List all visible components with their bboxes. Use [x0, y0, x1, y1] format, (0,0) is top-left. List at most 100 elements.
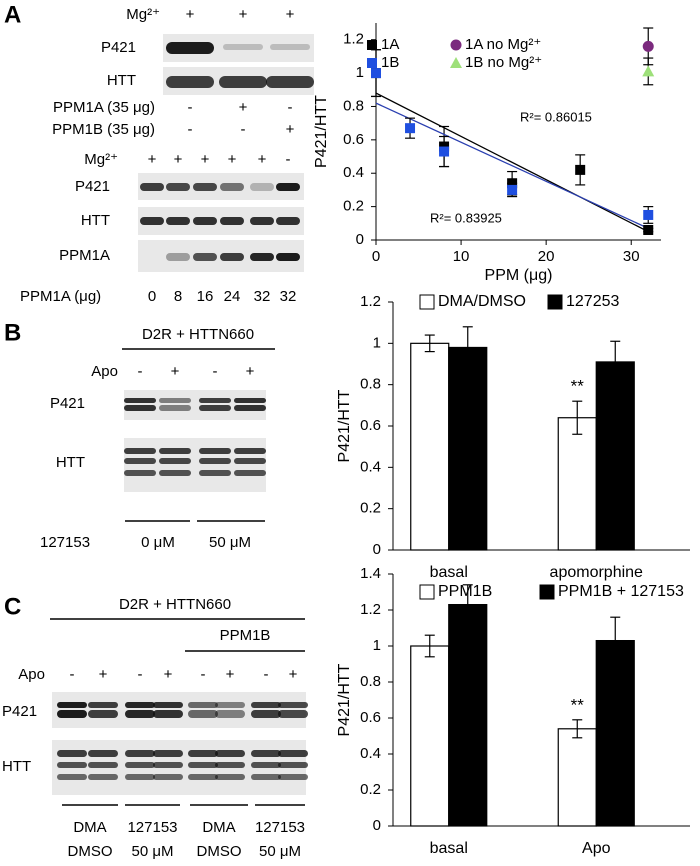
label: PPM1B — [220, 627, 271, 644]
blot-band — [234, 405, 266, 411]
label: 24 — [224, 288, 241, 305]
blot-band — [276, 253, 300, 261]
blot-band — [276, 183, 300, 191]
point — [371, 68, 381, 79]
label: - — [201, 666, 206, 683]
blot-band — [199, 398, 231, 403]
y-tick-label: 0.8 — [360, 376, 381, 393]
legend-label: PPM1B — [438, 583, 492, 600]
blot-band — [193, 217, 217, 225]
label: DMA — [202, 819, 235, 836]
legend-label: 1A — [381, 36, 399, 53]
y-tick-label: 0.4 — [343, 164, 364, 181]
blot-band — [125, 710, 155, 718]
y-tick-label: 0.4 — [360, 458, 381, 475]
y-tick-label: 0.4 — [360, 745, 381, 762]
blot-band — [188, 774, 218, 780]
point — [642, 40, 654, 52]
blot-band — [199, 448, 231, 454]
blot-band — [215, 750, 245, 757]
blot-band — [153, 702, 183, 708]
label: 127153 — [127, 819, 177, 836]
legend-swatch — [539, 584, 555, 600]
y-tick-label: 1 — [373, 334, 381, 351]
blot-band — [234, 398, 266, 403]
label: P421 — [2, 703, 37, 720]
legend-label: PPM1B + 127153 — [558, 583, 684, 600]
blot-band — [140, 183, 164, 191]
label: HTT — [107, 72, 136, 89]
label: DMSO — [68, 843, 113, 860]
blot-band — [278, 750, 308, 757]
blot-band — [88, 750, 118, 757]
blot-band — [88, 702, 118, 708]
blot-band — [234, 470, 266, 476]
blot-band — [88, 774, 118, 780]
label: - — [213, 363, 218, 380]
blot-band — [57, 774, 87, 780]
bar — [595, 361, 635, 551]
blot-band — [88, 762, 118, 768]
label: - — [286, 151, 291, 168]
blot-band — [124, 448, 156, 454]
bar — [448, 603, 488, 827]
label: 50 μM — [259, 843, 301, 860]
label: 32 — [254, 288, 271, 305]
label: + — [201, 151, 210, 168]
blot-band — [159, 470, 191, 476]
y-tick-label: 1.2 — [360, 601, 381, 618]
label: 16 — [197, 288, 214, 305]
y-tick-label: 0.6 — [360, 709, 381, 726]
label: - — [188, 121, 193, 138]
label: - — [264, 666, 269, 683]
point — [642, 65, 655, 77]
fit-label: R²= 0.83925 — [430, 210, 502, 225]
label: - — [188, 99, 193, 116]
label: Mg²⁺ — [84, 151, 118, 168]
label: HTT — [56, 454, 85, 471]
y-tick-label: 1.2 — [343, 31, 364, 48]
label: + — [246, 363, 255, 380]
y-tick-label: 1 — [356, 64, 364, 81]
label: + — [164, 666, 173, 683]
label: + — [226, 666, 235, 683]
blot-band — [124, 398, 156, 403]
y-tick-label: 0 — [356, 231, 364, 248]
label: PPM1A (35 μg) — [53, 99, 155, 116]
x-tick-label: Apo — [582, 840, 611, 857]
label: + — [99, 666, 108, 683]
legend-label: 127253 — [566, 293, 619, 310]
blot-band — [125, 774, 155, 780]
y-tick-label: 1.2 — [360, 293, 381, 310]
bar — [557, 728, 597, 827]
y-axis-label: P421/HTT — [313, 95, 330, 168]
blot-band — [166, 183, 190, 191]
blot-band — [166, 42, 214, 54]
blot-band — [215, 710, 245, 718]
blot-band — [234, 448, 266, 454]
blot-band — [88, 710, 118, 718]
blot-band — [188, 750, 218, 757]
blot-band — [250, 217, 274, 225]
blot-band — [251, 750, 281, 757]
y-tick-label: 1 — [373, 637, 381, 654]
label: + — [239, 99, 248, 116]
blot-band — [166, 217, 190, 225]
blot-band — [153, 750, 183, 757]
label: + — [258, 151, 267, 168]
fit-line — [375, 102, 649, 229]
y-tick-label: 0 — [373, 541, 381, 558]
y-tick-label: 0.2 — [343, 198, 364, 215]
blot-band — [250, 253, 274, 261]
blot-band — [278, 774, 308, 780]
blot-band — [166, 76, 214, 88]
label: + — [148, 151, 157, 168]
blot-band — [215, 762, 245, 768]
label: PPM1A — [59, 247, 110, 264]
x-tick-label: 30 — [623, 248, 640, 265]
x-tick-label: apomorphine — [550, 564, 644, 581]
label: PPM1A (μg) — [20, 288, 101, 305]
legend-swatch — [547, 294, 563, 310]
label: + — [228, 151, 237, 168]
blot-band — [125, 762, 155, 768]
